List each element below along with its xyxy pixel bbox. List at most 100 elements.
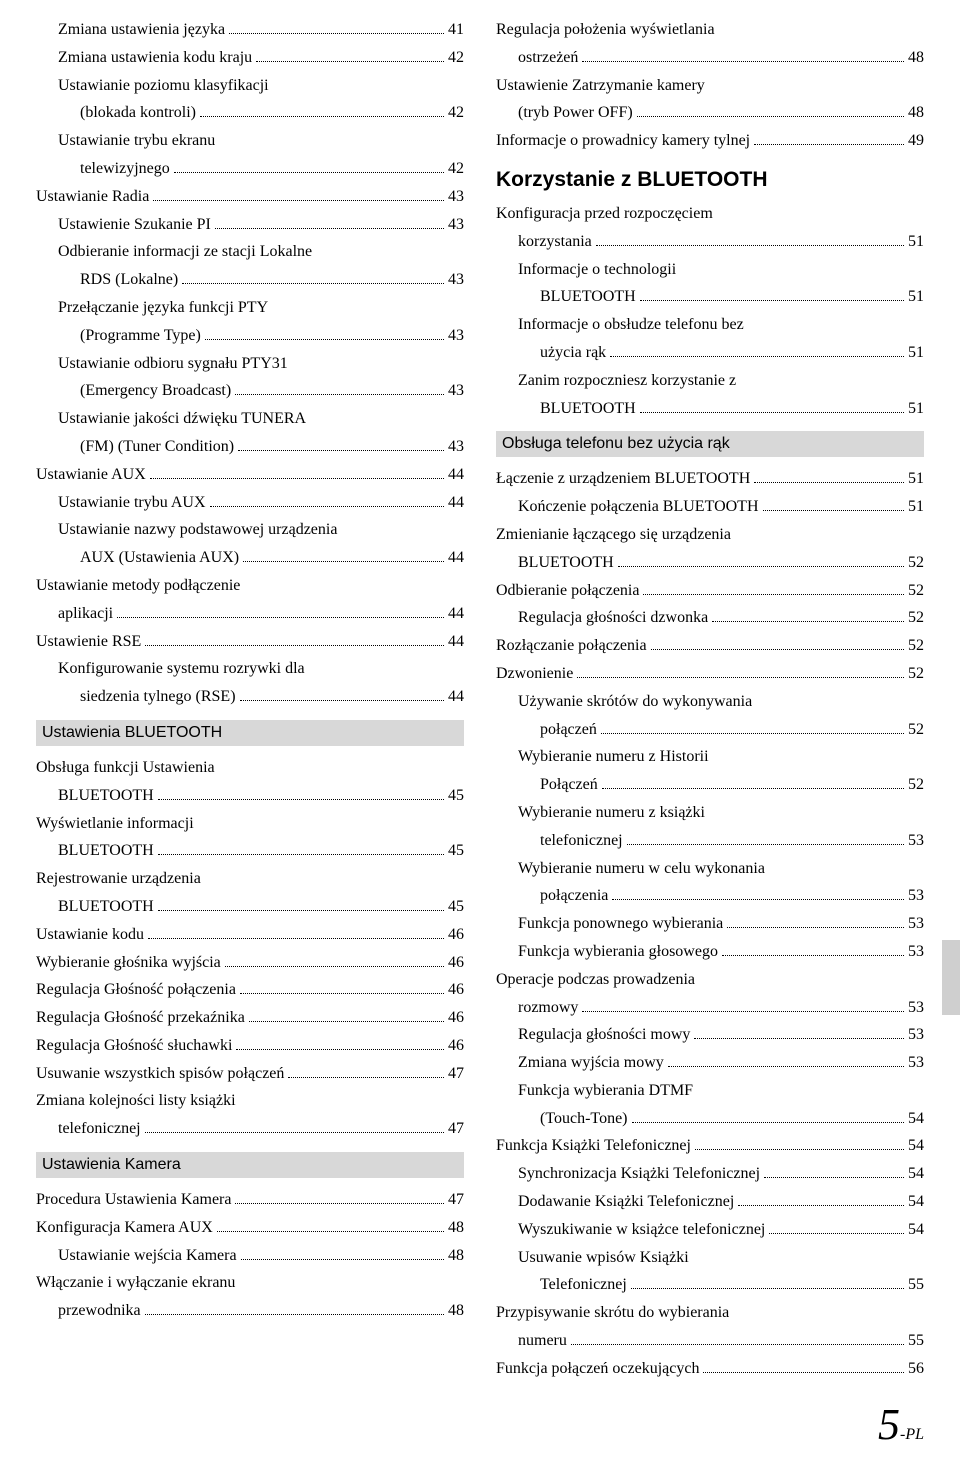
toc-label: Dodawanie Książki Telefonicznej xyxy=(518,1190,734,1215)
toc-page: 55 xyxy=(908,1273,924,1298)
toc-entry: Ustawianie wejścia Kamera48 xyxy=(36,1244,464,1269)
toc-label: Funkcja ponownego wybierania xyxy=(518,912,723,937)
toc-entry: Kończenie połączenia BLUETOOTH51 xyxy=(496,495,924,520)
toc-page: 52 xyxy=(908,662,924,687)
toc-leader-dots xyxy=(627,844,904,845)
toc-label: Ustawienie Zatrzymanie kamery xyxy=(496,74,705,99)
toc-label: BLUETOOTH xyxy=(58,839,154,864)
toc-entry: Ustawienie Szukanie PI43 xyxy=(36,213,464,238)
toc-label: Funkcja połączeń oczekujących xyxy=(496,1357,699,1382)
toc-entry-line: Ustawianie jakości dźwięku TUNERA xyxy=(36,407,464,432)
toc-entry: Zmiana wyjścia mowy53 xyxy=(496,1051,924,1076)
toc-entry: Regulacja Głośność słuchawki46 xyxy=(36,1034,464,1059)
toc-entry-line: Informacje o technologii xyxy=(496,258,924,283)
toc-page: 46 xyxy=(448,951,464,976)
toc-page: 53 xyxy=(908,829,924,854)
toc-label: Przypisywanie skrótu do wybierania xyxy=(496,1301,729,1326)
toc-page: 44 xyxy=(448,685,464,710)
toc-label: BLUETOOTH xyxy=(540,397,636,422)
toc-page: 54 xyxy=(908,1107,924,1132)
toc-entry-line: Przełączanie języka funkcji PTY xyxy=(36,296,464,321)
toc-label: Regulacja głośności dzwonka xyxy=(518,606,708,631)
toc-label: Zmiana kolejności listy książki xyxy=(36,1089,236,1114)
toc-entry: Ustawianie kodu46 xyxy=(36,923,464,948)
toc-label: siedzenia tylnego (RSE) xyxy=(80,685,236,710)
toc-label: Zmiana ustawienia kodu kraju xyxy=(58,46,252,71)
toc-leader-dots xyxy=(722,955,904,956)
toc-label: Obsługa funkcji Ustawienia xyxy=(36,756,215,781)
toc-page: 52 xyxy=(908,606,924,631)
toc-page: 48 xyxy=(448,1216,464,1241)
toc-leader-dots xyxy=(703,1372,904,1373)
toc-label: Przełączanie języka funkcji PTY xyxy=(58,296,268,321)
toc-page: 42 xyxy=(448,157,464,182)
toc-entry: Wybieranie głośnika wyjścia46 xyxy=(36,951,464,976)
toc-entry-line: Wyświetlanie informacji xyxy=(36,812,464,837)
toc-entry: użycia rąk51 xyxy=(496,341,924,366)
toc-label: BLUETOOTH xyxy=(58,784,154,809)
toc-entry-line: Informacje o obsłudze telefonu bez xyxy=(496,313,924,338)
toc-entry-line: Ustawianie nazwy podstawowej urządzenia xyxy=(36,518,464,543)
toc-column-right: Regulacja położenia wyświetlaniaostrzeże… xyxy=(496,18,924,1385)
section-bar: Obsługa telefonu bez użycia rąk xyxy=(496,431,924,457)
toc-entry: Odbieranie połączenia52 xyxy=(496,579,924,604)
toc-label: Wybieranie numeru z Historii xyxy=(518,745,709,770)
toc-leader-dots xyxy=(145,1314,444,1315)
section-bar: Ustawienia BLUETOOTH xyxy=(36,720,464,746)
toc-entry: Ustawianie AUX44 xyxy=(36,463,464,488)
toc-leader-dots xyxy=(727,927,904,928)
toc-leader-dots xyxy=(229,33,444,34)
toc-entry: Dodawanie Książki Telefonicznej54 xyxy=(496,1190,924,1215)
toc-entry: Funkcja Książki Telefonicznej 54 xyxy=(496,1134,924,1159)
toc-label: Odbieranie połączenia xyxy=(496,579,639,604)
toc-entry: przewodnika48 xyxy=(36,1299,464,1324)
toc-label: Ustawianie jakości dźwięku TUNERA xyxy=(58,407,306,432)
toc-label: RDS (Lokalne) xyxy=(80,268,178,293)
toc-leader-dots xyxy=(158,854,444,855)
toc-leader-dots xyxy=(150,478,444,479)
toc-leader-dots xyxy=(215,228,444,229)
toc-label: telewizyjnego xyxy=(80,157,170,182)
toc-label: użycia rąk xyxy=(540,341,606,366)
toc-label: Zmiana wyjścia mowy xyxy=(518,1051,664,1076)
toc-label: Zanim rozpoczniesz korzystanie z xyxy=(518,369,736,394)
toc-label: Ustawianie trybu ekranu xyxy=(58,129,215,154)
toc-entry-line: Zanim rozpoczniesz korzystanie z xyxy=(496,369,924,394)
toc-page: 51 xyxy=(908,230,924,255)
toc-leader-dots xyxy=(640,300,904,301)
toc-label: Wyszukiwanie w książce telefonicznej xyxy=(518,1218,765,1243)
toc-entry: Regulacja głośności mowy53 xyxy=(496,1023,924,1048)
toc-entry: siedzenia tylnego (RSE) 44 xyxy=(36,685,464,710)
toc-label: Zmiana ustawienia języka xyxy=(58,18,225,43)
toc-entry-line: Odbieranie informacji ze stacji Lokalne xyxy=(36,240,464,265)
toc-entry: Dzwonienie52 xyxy=(496,662,924,687)
toc-entry: Regulacja Głośność połączenia46 xyxy=(36,978,464,1003)
toc-leader-dots xyxy=(712,621,904,622)
toc-entry: telefonicznej47 xyxy=(36,1117,464,1142)
toc-leader-dots xyxy=(145,645,444,646)
toc-leader-dots xyxy=(158,799,444,800)
toc-label: Ustawienie Szukanie PI xyxy=(58,213,211,238)
toc-leader-dots xyxy=(205,339,444,340)
toc-entry-line: Wybieranie numeru z Historii xyxy=(496,745,924,770)
toc-page: 45 xyxy=(448,784,464,809)
toc-label: Usuwanie wpisów Książki xyxy=(518,1246,689,1271)
toc-label: Ustawienie RSE xyxy=(36,630,141,655)
toc-label: Procedura Ustawienia Kamera xyxy=(36,1188,231,1213)
toc-page: 43 xyxy=(448,268,464,293)
toc-leader-dots xyxy=(695,1149,904,1150)
toc-page: 46 xyxy=(448,978,464,1003)
toc-page: 51 xyxy=(908,467,924,492)
toc-page: 44 xyxy=(448,602,464,627)
toc-label: Zmienianie łączącego się urządzenia xyxy=(496,523,731,548)
toc-leader-dots xyxy=(754,482,904,483)
toc-page: 54 xyxy=(908,1134,924,1159)
toc-entry: Telefonicznej55 xyxy=(496,1273,924,1298)
toc-entry: Informacje o prowadnicy kamery tylnej49 xyxy=(496,129,924,154)
toc-label: BLUETOOTH xyxy=(540,285,636,310)
toc-leader-dots xyxy=(582,1011,904,1012)
toc-label: Funkcja Książki Telefonicznej xyxy=(496,1134,691,1159)
toc-page: 52 xyxy=(908,551,924,576)
toc-page: 43 xyxy=(448,324,464,349)
toc-entry: Ustawianie Radia43 xyxy=(36,185,464,210)
